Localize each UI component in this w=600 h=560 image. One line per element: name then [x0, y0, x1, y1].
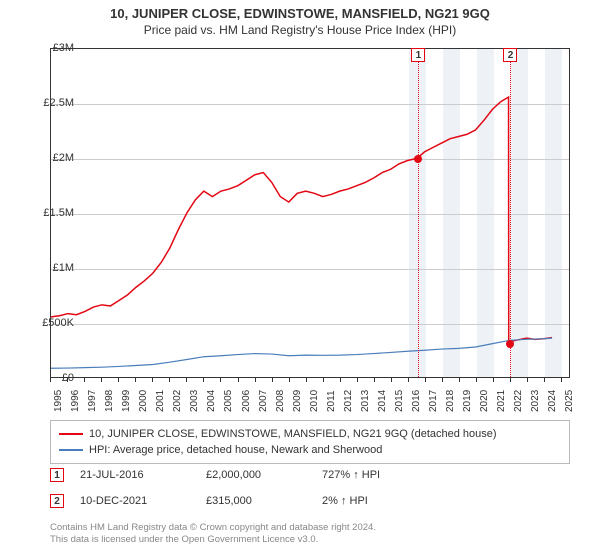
legend-label-property: 10, JUNIPER CLOSE, EDWINSTOWE, MANSFIELD…: [89, 426, 497, 442]
x-axis-tick-label: 2022: [513, 390, 524, 412]
x-axis-tick-label: 2020: [479, 390, 490, 412]
footer: Contains HM Land Registry data © Crown c…: [50, 522, 570, 546]
x-axis-tick-label: 2023: [530, 390, 541, 412]
x-axis-tick-label: 2012: [343, 390, 354, 412]
x-axis-tick-label: 2002: [172, 390, 183, 412]
legend-label-hpi: HPI: Average price, detached house, Newa…: [89, 442, 382, 458]
x-axis-tick-label: 2008: [275, 390, 286, 412]
x-axis-tick-label: 2013: [360, 390, 371, 412]
marker-box-1: 1: [411, 48, 425, 62]
x-axis-tick-label: 2019: [462, 390, 473, 412]
x-axis-tick-label: 2016: [411, 390, 422, 412]
y-axis-tick-label: £0: [30, 372, 78, 384]
x-axis-tick-label: 1997: [87, 390, 98, 412]
chart-plot-area: 12: [50, 48, 570, 378]
sale-row-1: 1 21-JUL-2016 £2,000,000 727% ↑ HPI: [50, 468, 570, 482]
legend-row-hpi: HPI: Average price, detached house, Newa…: [59, 442, 561, 458]
x-axis-tick-label: 2000: [138, 390, 149, 412]
footer-line1: Contains HM Land Registry data © Crown c…: [50, 522, 570, 534]
y-axis-tick-label: £2M: [30, 152, 78, 164]
x-axis-tick-label: 2014: [377, 390, 388, 412]
x-axis-tick-label: 2015: [394, 390, 405, 412]
legend-swatch-property: [59, 433, 83, 435]
x-axis-tick-label: 1999: [121, 390, 132, 412]
x-axis-tick-label: 2001: [155, 390, 166, 412]
sale-date-1: 21-JUL-2016: [80, 469, 190, 481]
x-axis-tick-label: 2009: [292, 390, 303, 412]
sale-hpi-2: 2% ↑ HPI: [322, 495, 442, 507]
sale-price-2: £315,000: [206, 495, 306, 507]
sale-row-2: 2 10-DEC-2021 £315,000 2% ↑ HPI: [50, 494, 570, 508]
y-axis-tick-label: £500K: [30, 317, 78, 329]
x-axis-tick-label: 2003: [189, 390, 200, 412]
legend-row-property: 10, JUNIPER CLOSE, EDWINSTOWE, MANSFIELD…: [59, 426, 561, 442]
series-line-property: [51, 97, 552, 343]
sale-hpi-1: 727% ↑ HPI: [322, 469, 442, 481]
sale-price-1: £2,000,000: [206, 469, 306, 481]
marker-box-2: 2: [503, 48, 517, 62]
y-axis-tick-label: £1M: [30, 262, 78, 274]
x-axis-tick-label: 2005: [223, 390, 234, 412]
y-axis-tick-label: £3M: [30, 42, 78, 54]
series-line-hpi: [51, 338, 552, 368]
x-axis-tick-label: 2007: [258, 390, 269, 412]
marker-dot-1: [414, 155, 422, 163]
x-axis-tick-label: 1996: [70, 390, 81, 412]
x-axis-tick-label: 2017: [428, 390, 439, 412]
x-axis-tick-label: 2024: [547, 390, 558, 412]
chart-subtitle: Price paid vs. HM Land Registry's House …: [0, 21, 600, 43]
sale-marker-1: 1: [50, 468, 64, 482]
x-axis-tick-label: 2018: [445, 390, 456, 412]
marker-dot-2: [506, 340, 514, 348]
x-axis-tick-label: 2011: [326, 390, 337, 412]
x-axis-tick-label: 2025: [564, 390, 575, 412]
footer-line2: This data is licensed under the Open Gov…: [50, 534, 570, 546]
y-axis-tick-label: £2.5M: [30, 97, 78, 109]
sale-date-2: 10-DEC-2021: [80, 495, 190, 507]
legend-swatch-hpi: [59, 449, 83, 451]
x-axis-tick-label: 2021: [496, 390, 507, 412]
legend: 10, JUNIPER CLOSE, EDWINSTOWE, MANSFIELD…: [50, 420, 570, 464]
x-axis-tick-label: 2010: [309, 390, 320, 412]
x-axis-tick-label: 1995: [53, 390, 64, 412]
y-axis-tick-label: £1.5M: [30, 207, 78, 219]
x-axis-tick-label: 1998: [104, 390, 115, 412]
x-axis-tick-label: 2006: [241, 390, 252, 412]
x-axis-tick-label: 2004: [206, 390, 217, 412]
sale-marker-2: 2: [50, 494, 64, 508]
chart-title: 10, JUNIPER CLOSE, EDWINSTOWE, MANSFIELD…: [0, 0, 600, 21]
